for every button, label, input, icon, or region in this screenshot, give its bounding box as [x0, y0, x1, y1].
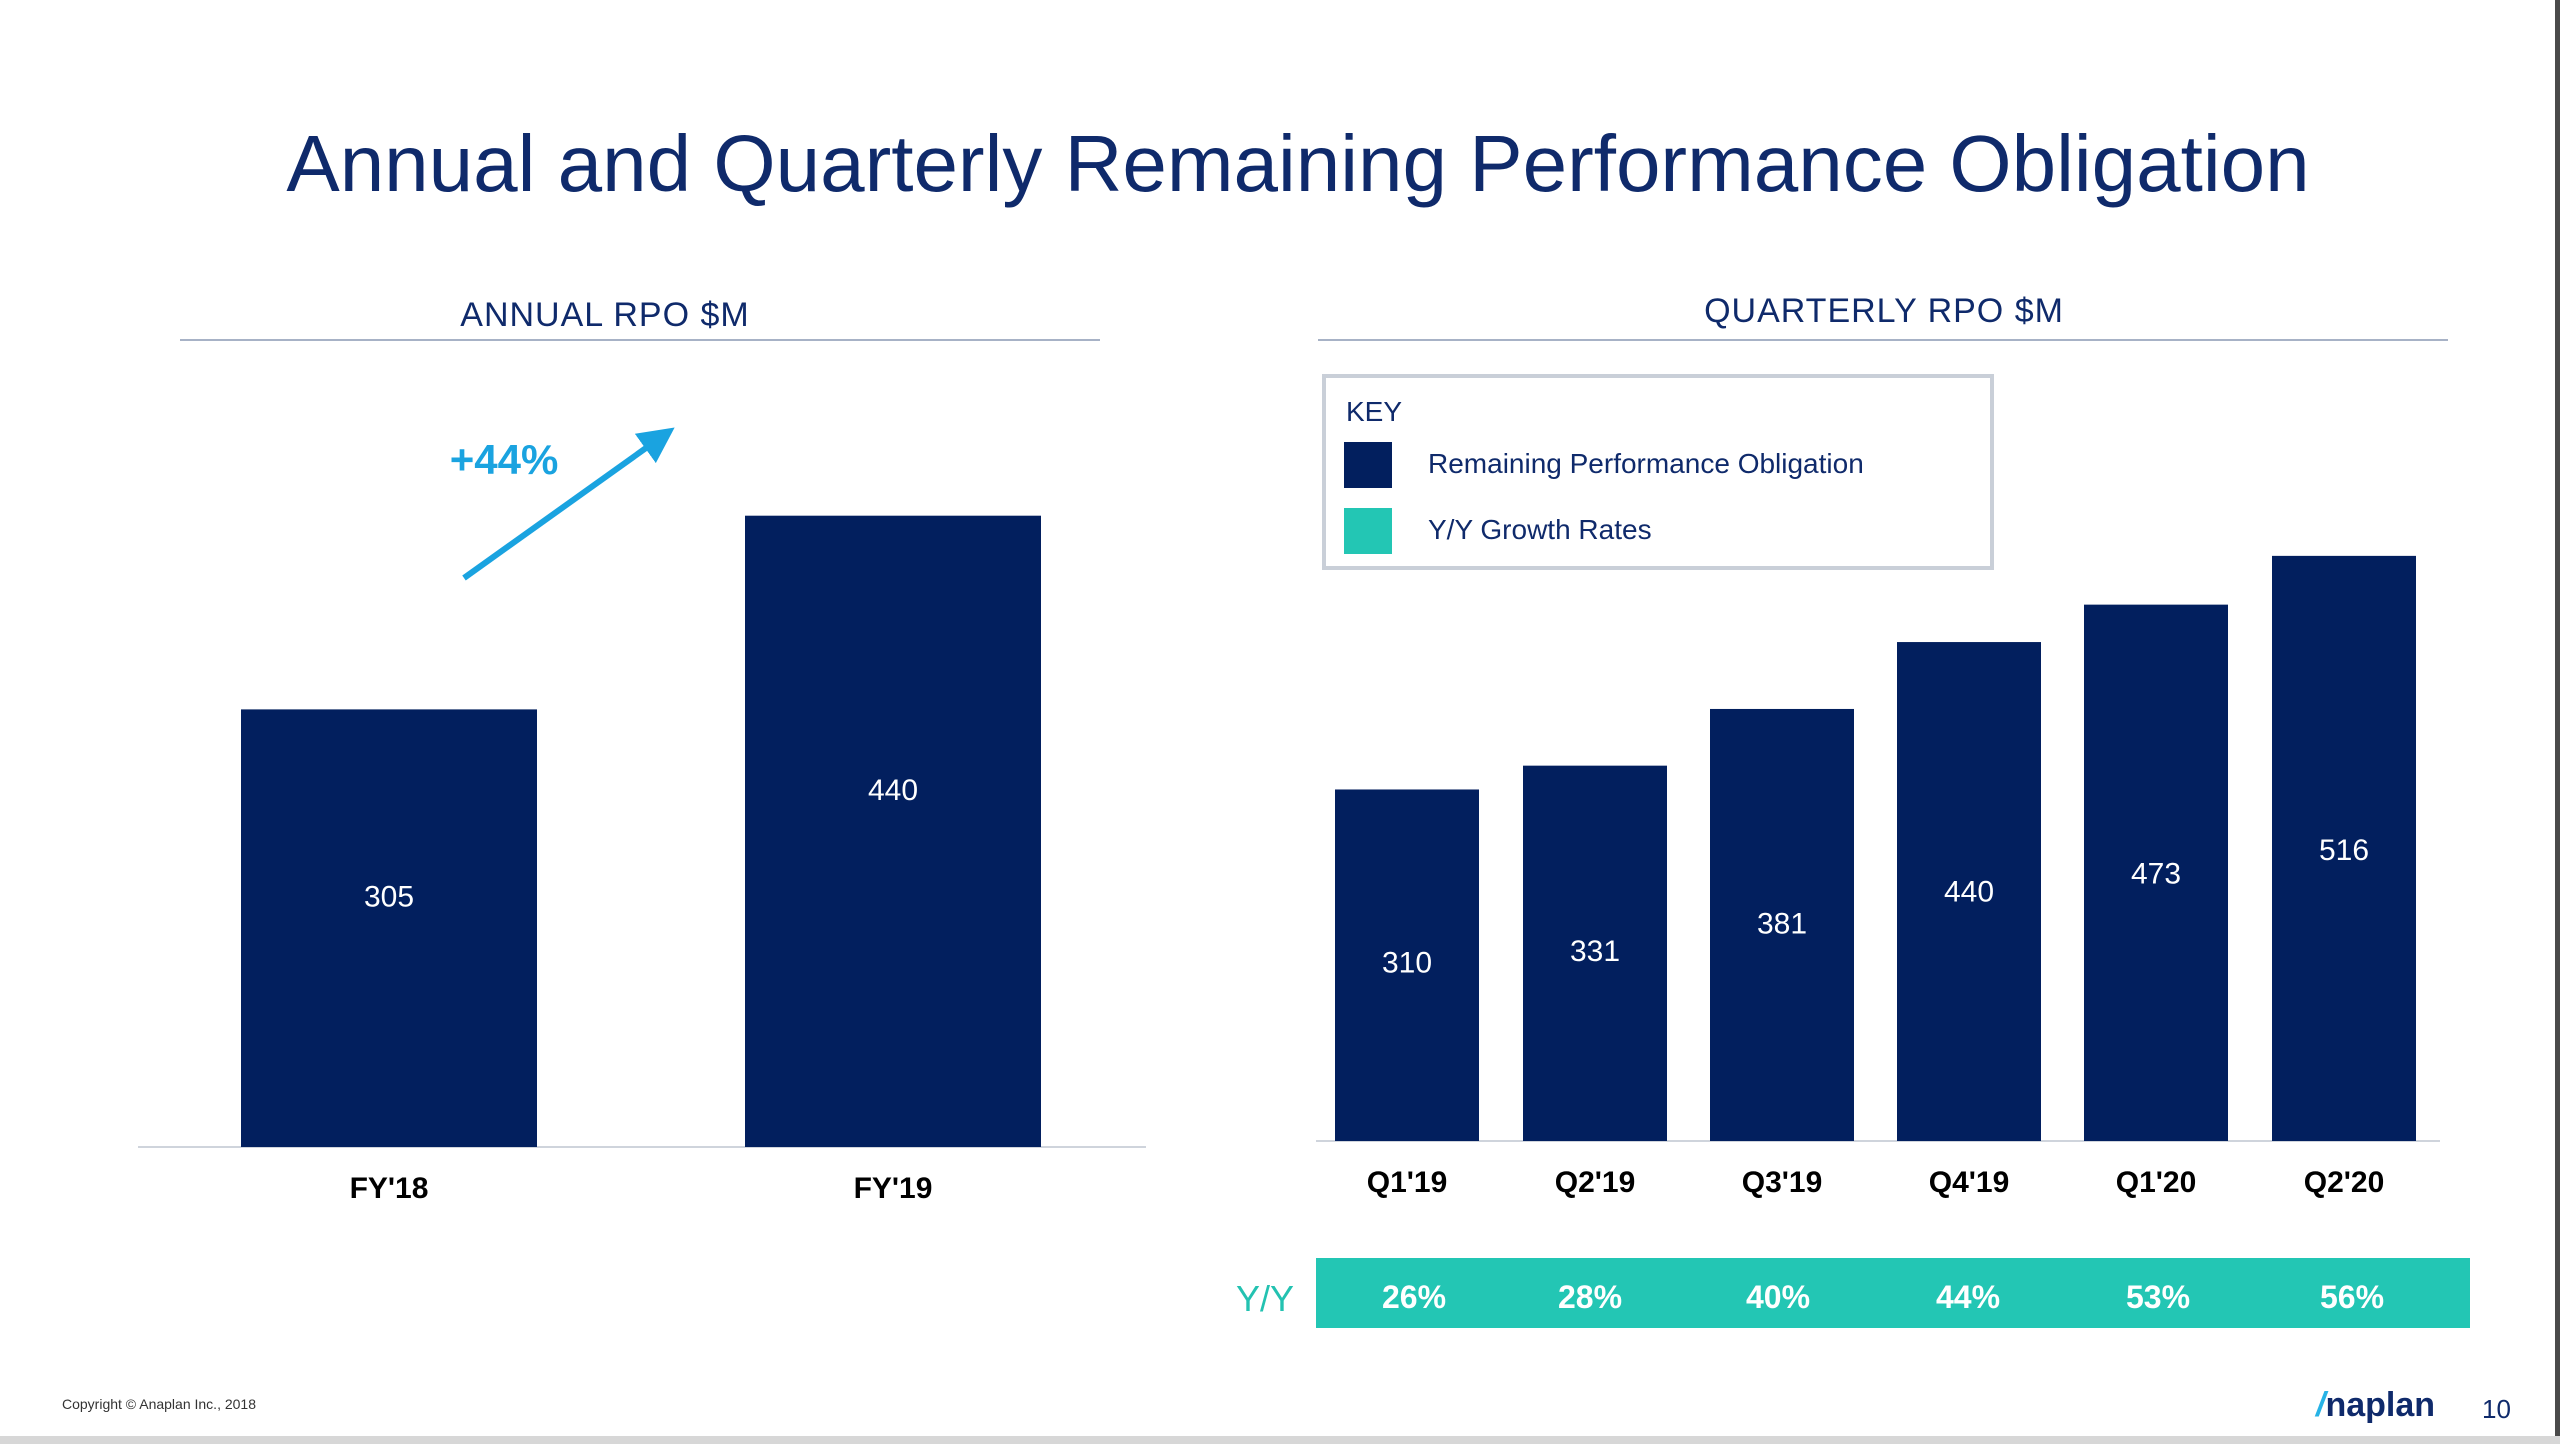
logo-wordmark: naplan: [2325, 1386, 2436, 1424]
quarterly-category-label: Q3'19: [1742, 1166, 1823, 1199]
logo-mark: /: [2316, 1386, 2326, 1424]
legend-label-rpo: Remaining Performance Obligation: [1428, 448, 1864, 479]
quarterly-bar: [2084, 604, 2228, 1141]
quarterly-bar-value: 310: [1382, 946, 1432, 979]
quarterly-bar: [1523, 765, 1667, 1141]
quarterly-bar: [1335, 789, 1479, 1141]
anaplan-logo: /naplan: [2316, 1386, 2435, 1425]
page-number: 10: [2482, 1394, 2511, 1424]
annual-chart-heading: ANNUAL RPO $M: [460, 296, 750, 334]
quarterly-bar-value: 516: [2319, 834, 2369, 867]
quarterly-category-label: Q2'19: [1555, 1166, 1636, 1199]
annual-bar: [745, 515, 1041, 1147]
annual-bar-value: 305: [364, 880, 414, 913]
quarterly-bar: [1710, 708, 1854, 1141]
annual-category-label: FY'19: [854, 1172, 933, 1205]
yy-growth-band: [1316, 1258, 2470, 1328]
copyright-text: Copyright © Anaplan Inc., 2018: [62, 1396, 256, 1412]
quarterly-rpo-chart: 310 Q1'19 331 Q2'19 381 Q3'19 440 Q4'19 473 Q1'20…: [1316, 555, 2440, 1199]
quarterly-category-label: Q2'20: [2304, 1166, 2385, 1199]
annual-bar: [241, 709, 537, 1147]
legend-label-growth: Y/Y Growth Rates: [1428, 514, 1652, 545]
annual-bar-value: 440: [868, 774, 918, 807]
quarterly-category-label: Q1'19: [1367, 1166, 1448, 1199]
growth-arrow-icon: [462, 427, 675, 581]
quarterly-bar-value: 381: [1757, 908, 1807, 941]
quarterly-chart-heading: QUARTERLY RPO $M: [1704, 292, 2064, 330]
annual-category-label: FY'18: [350, 1172, 429, 1205]
legend-title: KEY: [1346, 396, 1403, 427]
legend-swatch-growth: [1344, 508, 1392, 554]
chart-legend: KEY Remaining Performance Obligation Y/Y…: [1322, 374, 1994, 570]
window-edge-bottom: [0, 1436, 2560, 1444]
annual-rpo-chart: 305 FY'18 440 FY'19 +44%: [138, 427, 1146, 1205]
window-edge-right: [2555, 0, 2560, 1444]
quarterly-bar-value: 473: [2131, 858, 2181, 891]
quarterly-category-label: Q1'20: [2116, 1166, 2197, 1199]
quarterly-category-label: Q4'19: [1929, 1166, 2010, 1199]
slide-title: Annual and Quarterly Remaining Performan…: [286, 119, 2310, 208]
annual-heading-rule: [180, 339, 1100, 341]
annual-growth-annotation: +44%: [450, 436, 559, 483]
quarterly-bar: [1897, 642, 2041, 1141]
quarterly-heading-rule: [1318, 339, 2448, 341]
legend-swatch-rpo: [1344, 442, 1392, 488]
quarterly-bar: [2272, 555, 2416, 1141]
quarterly-bar-value: 440: [1944, 876, 1994, 909]
quarterly-bar-value: 331: [1570, 935, 1620, 968]
yy-growth-label: Y/Y: [1236, 1278, 1295, 1319]
